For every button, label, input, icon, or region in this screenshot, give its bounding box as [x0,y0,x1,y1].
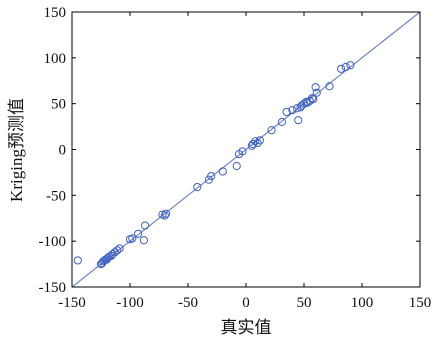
data-point [140,221,150,230]
data-point [288,105,297,115]
y-tick-label: -50 [46,188,66,204]
data-point [346,61,355,70]
data-point [309,94,318,104]
x-tick-label: 150 [409,295,432,311]
data-point [251,137,260,146]
data-point [303,98,312,107]
data-point [73,256,82,265]
data-point [294,116,303,125]
x-tick-label: -150 [58,295,86,311]
data-point [277,117,287,127]
data-point [292,104,302,113]
x-axis-label: 真实值 [221,318,272,337]
data-point [337,64,346,73]
data-point [113,246,122,255]
data-point [134,229,143,238]
x-tick-label: 50 [297,295,312,311]
data-point [282,107,291,117]
data-point [308,94,317,103]
x-tick-label: -100 [116,295,144,311]
data-point [341,62,350,72]
data-point [311,83,320,92]
data-point [255,136,265,145]
data-point [302,97,311,106]
data-point [128,234,137,243]
data-point [218,167,227,176]
data-point [312,88,321,97]
x-tick-label: 0 [242,295,250,311]
data-point [160,211,169,220]
data-point [232,161,241,171]
data-point [267,126,276,135]
y-axis-label: Kriging预测值 [7,98,26,202]
data-point [207,171,216,181]
y-tick-label: 0 [59,143,67,159]
ticks-layer: -150 -100 -50 0 50 100 150 -150 -100 -50 0 50 100 150 [39,5,432,311]
data-points-layer [73,61,355,269]
y-tick-label: 50 [51,97,66,113]
data-point [115,244,124,253]
y-tick-label: 150 [44,5,67,21]
y-tick-label: -100 [39,234,67,250]
x-tick-label: -50 [178,295,198,311]
y-tick-label: -150 [39,280,67,296]
data-point [161,209,171,218]
data-point [325,82,334,91]
data-point [139,236,149,245]
x-tick-label: 100 [351,295,374,311]
data-point [248,139,258,149]
data-point [238,147,247,156]
data-point [253,138,262,148]
data-point [193,182,202,192]
y-tick-label: 100 [44,51,67,67]
